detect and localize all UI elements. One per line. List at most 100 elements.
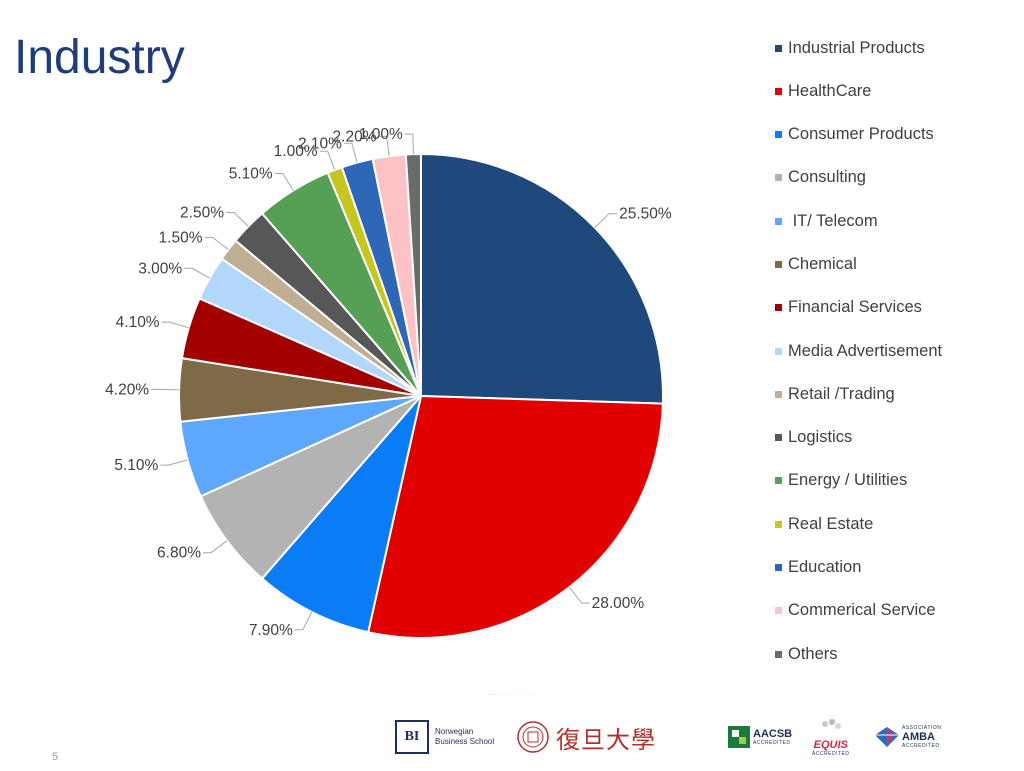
legend-swatch	[775, 477, 782, 485]
leader-line	[294, 611, 313, 631]
leader-line	[319, 150, 336, 171]
leader-line	[378, 135, 390, 157]
bi-name-line1: Norwegian	[435, 727, 474, 736]
data-label: 4.10%	[116, 314, 160, 331]
legend-label: Media Advertisement	[788, 341, 943, 360]
data-label: 2.50%	[180, 205, 224, 222]
data-label: 2.10%	[298, 135, 342, 152]
aacsb-icon	[728, 726, 750, 748]
legend-item: Commerical Service	[775, 601, 1020, 621]
legend-label: Energy / Utilities	[788, 471, 908, 490]
fudan-seal-icon	[517, 721, 549, 753]
legend-item: Industrial Products	[775, 38, 1020, 58]
leader-line	[184, 267, 210, 279]
legend-item: IT/ Telecom	[775, 211, 1020, 231]
legend-item: Media Advertisement	[775, 341, 1020, 361]
legend-item: Logistics	[775, 428, 1020, 448]
data-label: 1.00%	[274, 143, 318, 160]
legend-swatch	[775, 390, 782, 398]
legend-item: HealthCare	[775, 81, 1020, 101]
leader-line	[274, 173, 294, 191]
bi-name-line2: Business School	[435, 737, 495, 746]
fudan-name: 復旦大學	[556, 725, 656, 754]
data-label: 28.00%	[592, 595, 645, 612]
bi-name: Norwegian Business School	[435, 727, 494, 747]
data-label: 3.00%	[138, 260, 182, 277]
legend-item: Real Estate	[775, 514, 1020, 534]
legend-swatch	[775, 564, 782, 572]
legend-item: Chemical	[775, 254, 1020, 274]
legend-swatch	[775, 520, 782, 528]
chart-legend: Industrial Products HealthCare Consumer Pr…	[775, 38, 1020, 687]
slide-title: Industry	[14, 31, 185, 84]
legend-label: Logistics	[788, 428, 853, 447]
legend-item: Consumer Products	[775, 125, 1020, 145]
leader-line	[404, 133, 414, 155]
footer-divider	[489, 694, 536, 695]
legend-swatch	[775, 304, 782, 312]
leader-line	[160, 459, 188, 466]
leader-line	[161, 321, 189, 329]
data-label: 1.50%	[159, 229, 203, 246]
legend-label: HealthCare	[788, 81, 872, 100]
legend-item: Energy / Utilities	[775, 471, 1020, 491]
legend-item: Education	[775, 558, 1020, 578]
page-number: 5	[52, 751, 59, 763]
legend-label: Consumer Products	[788, 125, 934, 144]
leader-line	[203, 540, 228, 554]
pie-slice	[404, 152, 422, 397]
legend-label: Real Estate	[788, 514, 874, 533]
amba-diamond-icon	[875, 727, 899, 747]
amba-top: ASSOCIATION	[902, 725, 942, 731]
leader-line	[343, 142, 358, 163]
data-label: 7.90%	[249, 622, 293, 639]
legend-swatch	[775, 174, 782, 182]
pie-slice	[367, 394, 664, 639]
data-label: 5.10%	[114, 457, 158, 474]
amba-text: AMBA	[902, 731, 935, 743]
data-label: 25.50%	[619, 206, 672, 223]
data-label: 1.00%	[359, 126, 403, 143]
equis-sub: ACCREDITED	[812, 750, 850, 757]
legend-swatch	[775, 434, 782, 442]
legend-item: Consulting	[775, 168, 1020, 188]
bi-mark: BI	[395, 720, 429, 754]
equis-icon	[821, 718, 841, 729]
aacsb-sub: ACCREDITED	[753, 740, 791, 746]
legend-swatch	[775, 347, 782, 355]
legend-label: Industrial Products	[788, 38, 925, 57]
legend-label: Commerical Service	[788, 601, 936, 620]
legend-swatch	[775, 260, 782, 268]
legend-label: Education	[788, 558, 862, 577]
aacsb-logo: AACSB ACCREDITED	[728, 718, 792, 756]
fudan-logo: 復旦大學	[516, 718, 656, 756]
data-label: 5.10%	[229, 166, 273, 183]
legend-swatch	[775, 217, 782, 225]
amba-logo: ASSOCIATION AMBA ACCREDITED	[874, 718, 941, 756]
leader-line	[568, 586, 590, 604]
equis-logo: EQUIS ACCREDITED	[812, 718, 850, 757]
leader-line	[151, 388, 180, 391]
legend-swatch	[775, 607, 782, 615]
legend-item: Financial Services	[775, 298, 1020, 318]
legend-item: Retail /Trading	[775, 384, 1020, 404]
aacsb-text: AACSB	[753, 728, 793, 740]
bi-logo: BI Norwegian Business School	[395, 718, 494, 756]
pie-slice	[260, 395, 422, 634]
equis-text: EQUIS	[813, 738, 848, 751]
leader-line	[226, 212, 249, 227]
data-label: 6.80%	[157, 545, 201, 562]
legend-label: Others	[788, 644, 838, 663]
legend-label: Retail /Trading	[788, 384, 895, 403]
legend-label: IT/ Telecom	[788, 211, 878, 230]
data-label: 4.20%	[105, 381, 149, 398]
legend-label: Consulting	[788, 168, 866, 187]
legend-swatch	[775, 650, 782, 658]
leader-line	[204, 236, 229, 250]
legend-label: Financial Services	[788, 298, 922, 317]
legend-item: Others	[775, 644, 1020, 664]
legend-label: Chemical	[788, 254, 857, 273]
amba-sub: ACCREDITED	[902, 743, 940, 749]
legend-swatch	[775, 44, 782, 52]
